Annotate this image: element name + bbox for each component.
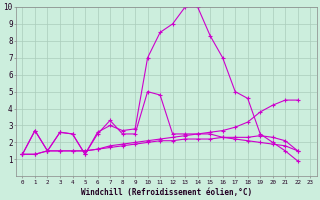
X-axis label: Windchill (Refroidissement éolien,°C): Windchill (Refroidissement éolien,°C)	[81, 188, 252, 197]
